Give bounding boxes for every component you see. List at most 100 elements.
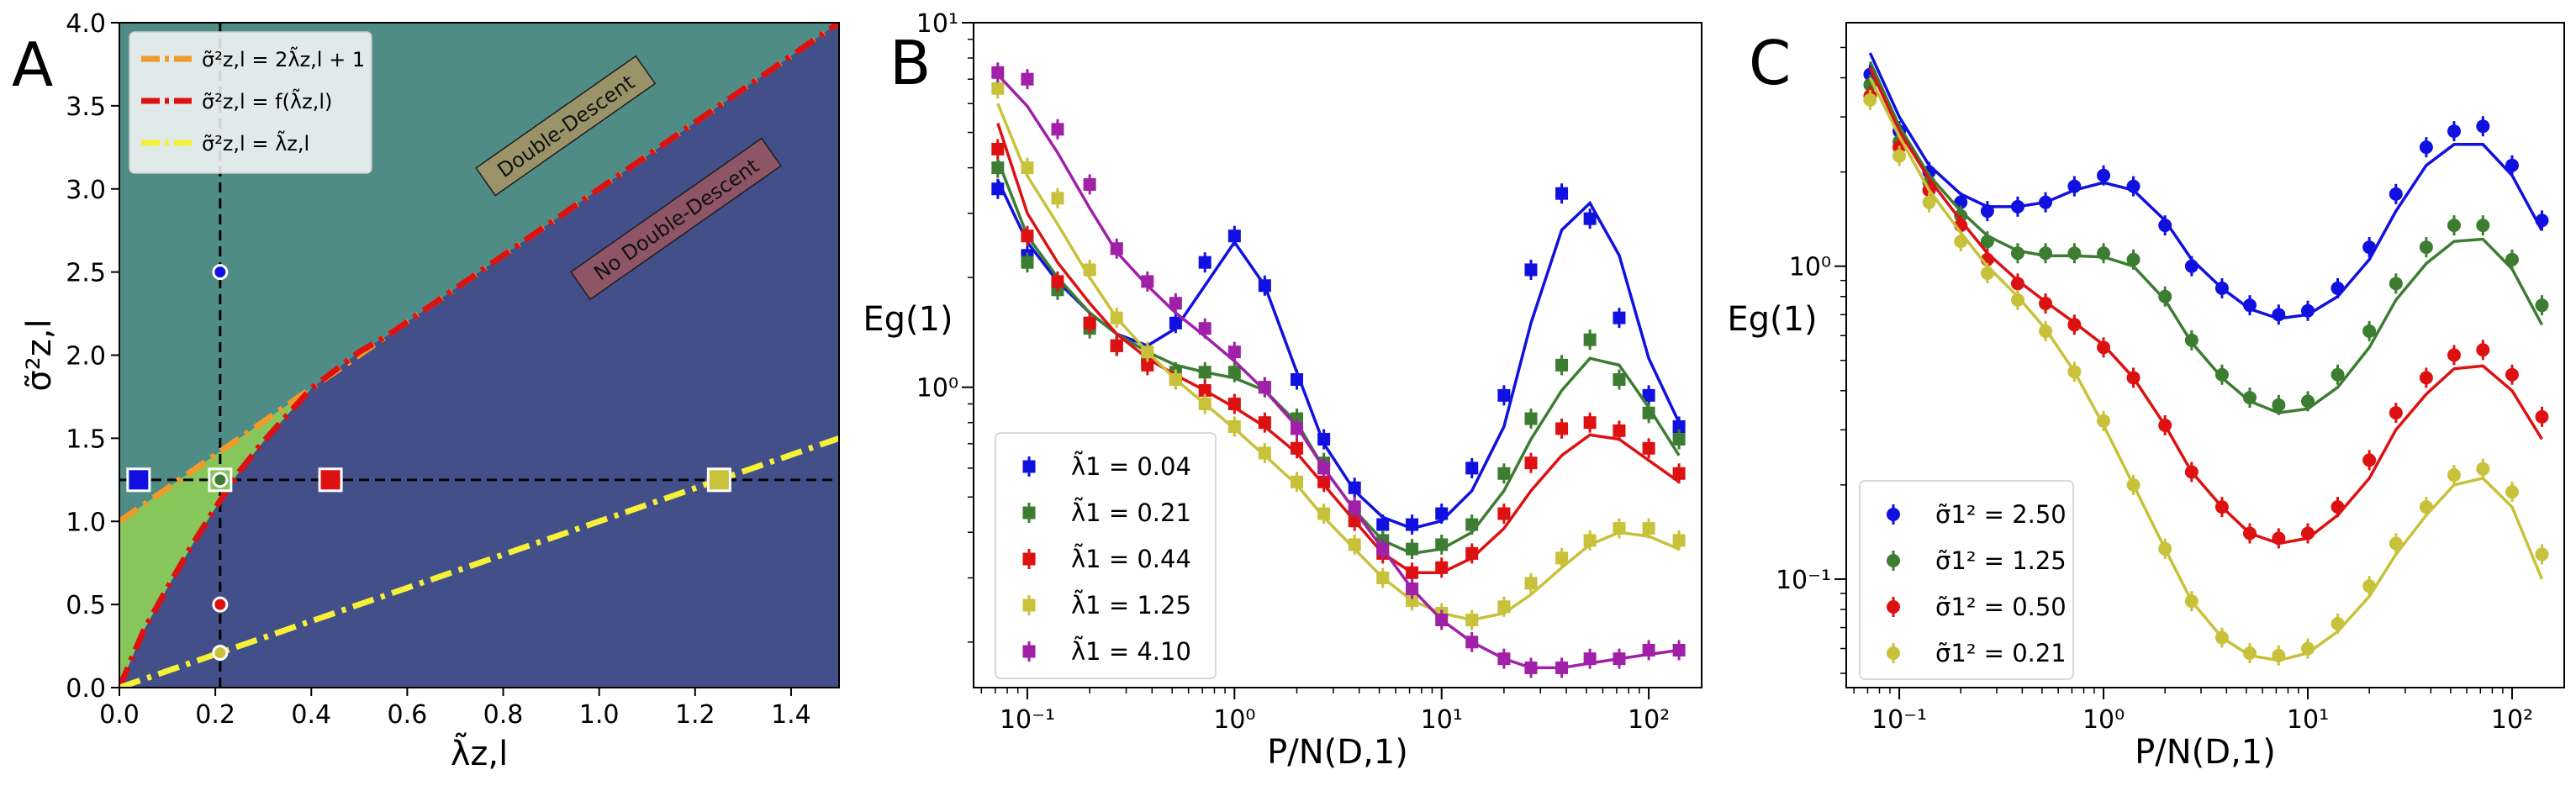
data-point	[1021, 256, 1034, 269]
data-point	[2039, 297, 2053, 311]
data-point	[1406, 582, 1419, 595]
legend-marker	[1887, 508, 1900, 521]
data-point	[1613, 652, 1626, 666]
panel-c-x-axis-label: P/N(D,1)	[2135, 733, 2276, 772]
panel-b: B Eg(1) P/N(D,1) 10⁻¹ 10⁰ 10¹ 10² 10¹ 10⁰ λ̃1…	[863, 9, 1702, 772]
x-tick-label: 0.8	[483, 700, 524, 730]
data-point	[2505, 367, 2519, 382]
data-point	[1465, 518, 1479, 531]
data-point	[1524, 456, 1538, 470]
data-point	[2214, 500, 2229, 514]
data-point	[2389, 187, 2403, 201]
data-point	[1555, 661, 1569, 674]
data-point	[1258, 446, 1271, 460]
panel-letter-a: A	[12, 29, 53, 100]
data-point	[1465, 546, 1479, 560]
data-point	[1198, 366, 1211, 379]
data-point	[1317, 507, 1331, 520]
x-tick-label: 10⁰	[1213, 705, 1255, 735]
data-point	[2389, 277, 2403, 291]
data-point	[1051, 192, 1064, 205]
data-point	[1021, 72, 1034, 86]
data-point	[1497, 652, 1511, 666]
data-point	[1110, 339, 1123, 352]
data-point	[2010, 246, 2024, 261]
data-point	[1497, 388, 1511, 402]
data-point	[2535, 409, 2549, 424]
data-point	[1524, 577, 1538, 590]
panel-letter-b: B	[889, 28, 931, 98]
y-tick-label: 10¹	[916, 9, 958, 39]
data-point	[1583, 534, 1597, 547]
data-point	[2010, 199, 2024, 214]
data-point	[1435, 561, 1449, 574]
panel-letter-c: C	[1749, 28, 1791, 98]
legend-marker	[1022, 552, 1036, 566]
x-tick-label: 10⁻¹	[1871, 705, 1927, 735]
legend-label: λ̃1 = 1.25	[1071, 591, 1191, 620]
y-tick-label: 3.0	[66, 176, 106, 205]
data-point	[2447, 219, 2461, 233]
data-point	[1110, 242, 1123, 256]
data-point	[1524, 412, 1538, 425]
C-series	[1863, 52, 2549, 666]
panel-a-x-axis-label: λ̃z,l	[451, 732, 509, 773]
data-point	[1227, 419, 1241, 433]
B-series	[991, 62, 1686, 678]
data-point	[2389, 406, 2403, 420]
data-point	[1258, 381, 1271, 394]
y-tick-label: 10⁰	[916, 374, 958, 403]
data-point	[1198, 383, 1211, 397]
panel-a-regions	[119, 23, 839, 688]
data-point	[1435, 538, 1449, 551]
data-point	[2419, 240, 2433, 255]
data-point	[2535, 547, 2549, 562]
data-point	[1051, 123, 1064, 136]
data-point	[2214, 367, 2229, 382]
panel-b-y-axis-label: Eg(1)	[863, 300, 953, 339]
panel-c-y-axis-label: Eg(1)	[1727, 300, 1817, 339]
data-point	[2097, 168, 2111, 182]
data-point	[1227, 398, 1241, 411]
data-point	[1021, 161, 1034, 175]
data-point	[2272, 531, 2286, 546]
fit-line-1	[1868, 61, 2544, 414]
data-point	[2331, 500, 2345, 514]
x-tick-label: 1.2	[675, 700, 715, 730]
data-point	[1583, 416, 1597, 430]
data-point	[2272, 398, 2286, 412]
legend-box	[1859, 480, 2074, 680]
data-point	[1672, 643, 1686, 657]
circle-marker-2	[212, 596, 229, 613]
y-tick-label: 0.5	[66, 591, 106, 620]
data-point	[1922, 195, 1936, 209]
data-point	[2331, 367, 2345, 382]
x-tick-label: 0.2	[195, 700, 235, 730]
legend-marker	[1887, 600, 1900, 614]
data-point	[1198, 322, 1211, 335]
data-point	[1980, 204, 1994, 219]
data-point	[2476, 343, 2490, 357]
data-point	[1892, 149, 1907, 163]
data-point	[2476, 119, 2490, 134]
legend-label: σ̃²z,l = f(λ̃z,l)	[202, 88, 332, 113]
panel-c: C Eg(1) P/N(D,1) 10⁻¹ 10⁰ 10¹ 10² 10⁰ 10⁻¹ σ̃…	[1727, 22, 2565, 772]
data-point	[1317, 475, 1331, 488]
panel-c-axes: 10⁻¹ 10⁰ 10¹ 10² 10⁰ 10⁻¹	[1776, 22, 2565, 735]
fit-line-0	[1868, 52, 2544, 320]
data-point	[1198, 398, 1211, 411]
data-point	[2126, 179, 2141, 193]
circle-marker-0	[212, 264, 229, 281]
data-point	[1291, 372, 1304, 386]
square-marker-2	[318, 467, 343, 493]
data-point	[1258, 416, 1271, 430]
x-tick-label: 10⁻¹	[1000, 705, 1055, 735]
x-tick-label: 10¹	[2287, 705, 2329, 735]
data-point	[2389, 536, 2403, 551]
data-point	[2097, 246, 2111, 261]
data-point	[2419, 140, 2433, 155]
data-point	[2126, 252, 2141, 266]
data-point	[1613, 522, 1626, 535]
